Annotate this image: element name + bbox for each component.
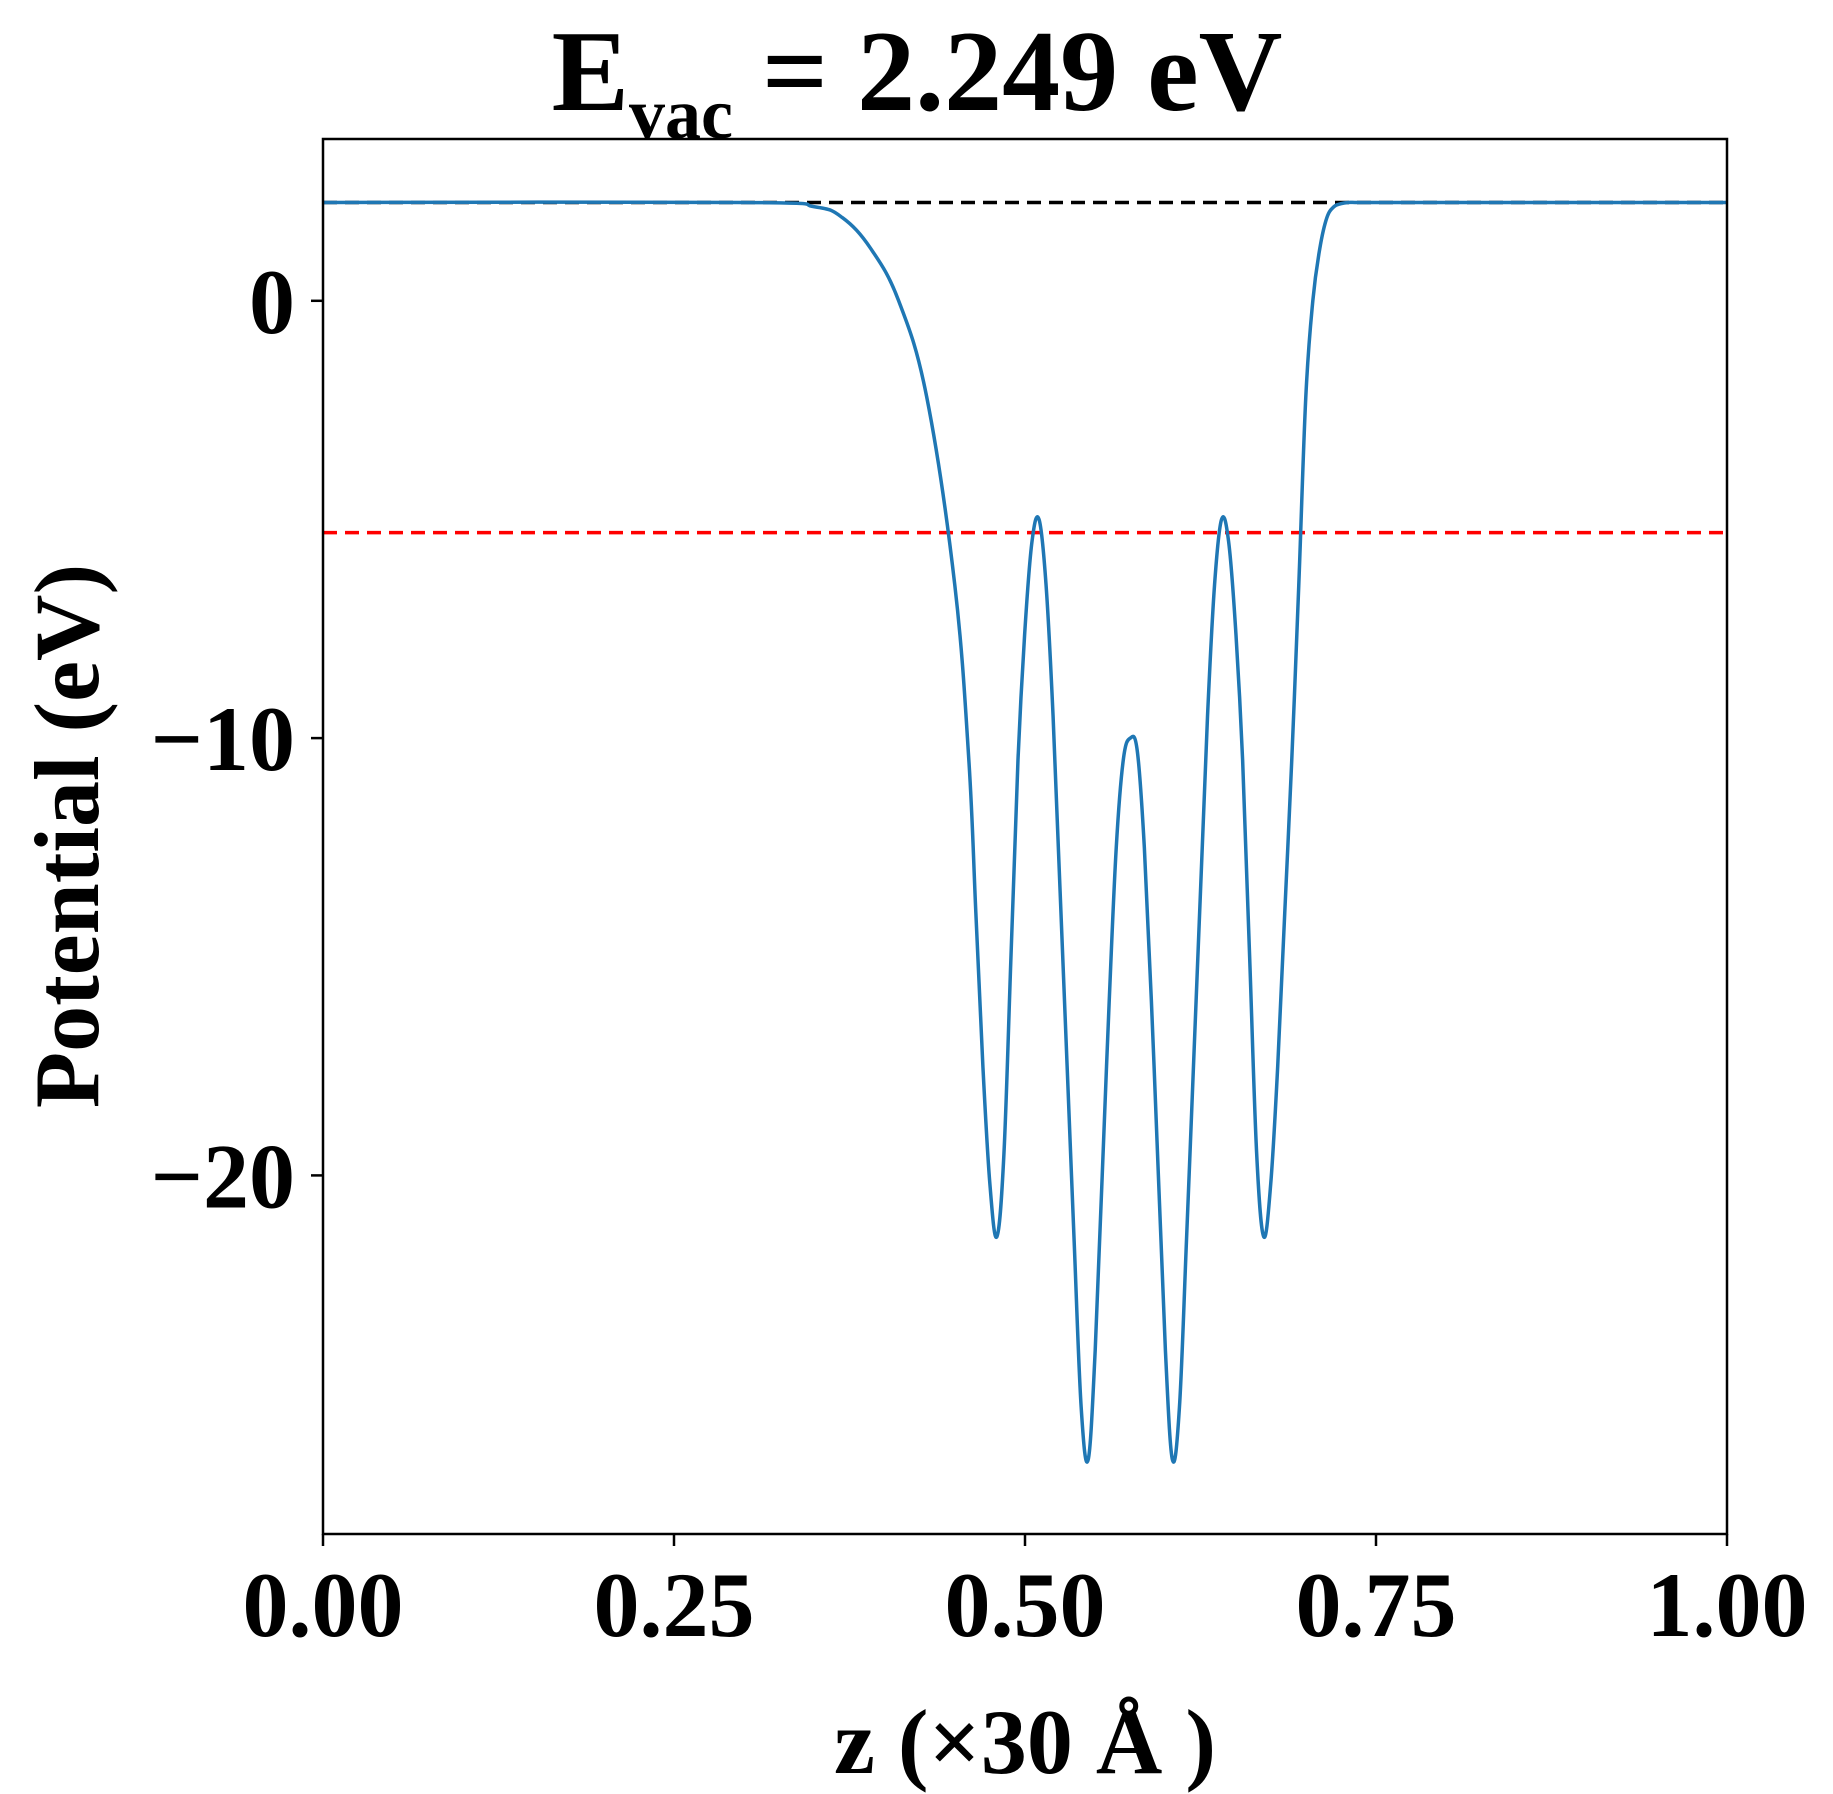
chart-title-suffix: = 2.249 eV (733, 8, 1282, 136)
x-axis-ticks: 0.00 0.25 0.50 0.75 1.00 (243, 1534, 1808, 1656)
chart-title-subscript: vac (629, 74, 733, 154)
x-tick-label: 0.25 (594, 1554, 755, 1656)
y-tick-label: −10 (151, 688, 295, 790)
x-tick-label: 0.50 (945, 1554, 1106, 1656)
chart-title: Evac = 2.249 eV (552, 8, 1283, 154)
y-tick-label: 0 (249, 251, 295, 353)
chart-title-prefix: E (552, 8, 629, 136)
x-tick-label: 0.75 (1296, 1554, 1457, 1656)
y-axis-label: Potential (eV) (16, 564, 118, 1108)
y-axis-ticks: 0 −10 −20 (151, 251, 323, 1227)
plot-frame (321, 137, 1729, 1536)
x-axis-label: z (×30 Å ) (834, 1691, 1216, 1793)
y-tick-label: −20 (151, 1125, 295, 1227)
series-layer (323, 200, 1727, 1464)
x-tick-label: 0.00 (243, 1554, 404, 1656)
reference-lines (323, 200, 1727, 535)
series-line-0 (323, 200, 1727, 1464)
x-tick-label: 1.00 (1647, 1554, 1808, 1656)
